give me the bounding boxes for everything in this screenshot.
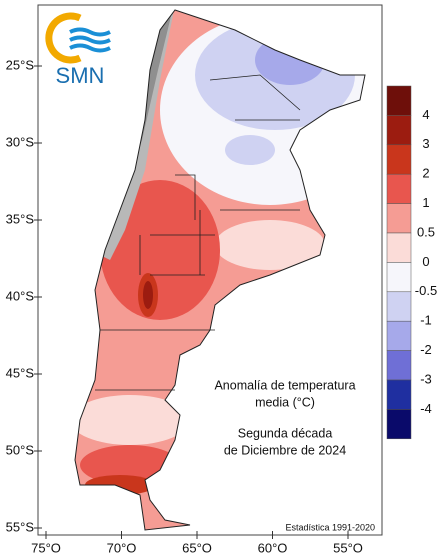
logo: SMN [45,12,111,88]
source-note: Estadística 1991-2020 [285,522,375,532]
longitude-label: 70°O [107,540,137,555]
colorbar-label: -1 [420,313,432,328]
latitude-labels: 25°S 30°S 35°S 40°S 45°S 50°S 55°S [6,57,42,534]
longitude-label: 55°O [333,540,363,555]
colorbar-label: -0.5 [415,283,437,298]
colorbar: 4 3 2 1 0.5 0 -0.5 -1 -2 -3 -4 [386,85,437,440]
latitude-label: 25°S [6,57,35,72]
colorbar-box [386,350,412,381]
colorbar-box [386,320,412,351]
province-borders [95,74,301,391]
longitude-label: 65°O [182,540,212,555]
colorbar-label: 1 [422,195,429,210]
colorbar-label: -2 [420,342,432,357]
longitude-label: 75°O [31,540,61,555]
country-border [74,9,366,531]
colorbar-box [386,379,412,410]
colorbar-box [386,144,412,175]
colorbar-label: -3 [420,371,432,386]
colorbar-label: 0 [422,254,429,269]
colorbar-box [386,232,412,263]
annotation-title: media (°C) [255,395,315,409]
colorbar-label: 2 [422,166,429,181]
colorbar-box [386,203,412,234]
colorbar-box [386,262,412,293]
latitude-label: 35°S [6,211,35,226]
colorbar-box [386,173,412,204]
colorbar-label: -4 [420,401,432,416]
colorbar-box [386,85,412,116]
logo-text: SMN [56,63,105,88]
longitude-label: 60°O [258,540,288,555]
latitude-label: 50°S [6,442,35,457]
colorbar-label: 3 [422,136,429,151]
annotation-period: de Diciembre de 2024 [224,443,346,457]
latitude-label: 40°S [6,288,35,303]
latitude-label: 30°S [6,134,35,149]
colorbar-box [386,409,412,440]
latitude-label: 55°S [6,519,35,534]
annotation-title: Anomalía de temperatura [214,378,355,392]
colorbar-label: 4 [422,107,429,122]
colorbar-label: 0.5 [417,224,435,239]
colorbar-box [386,115,412,146]
annotation-period: Segunda década [238,426,333,440]
colorbar-box [386,291,412,322]
latitude-label: 45°S [6,365,35,380]
longitude-labels: 75°O 70°O 65°O 60°O 55°O [31,531,363,555]
